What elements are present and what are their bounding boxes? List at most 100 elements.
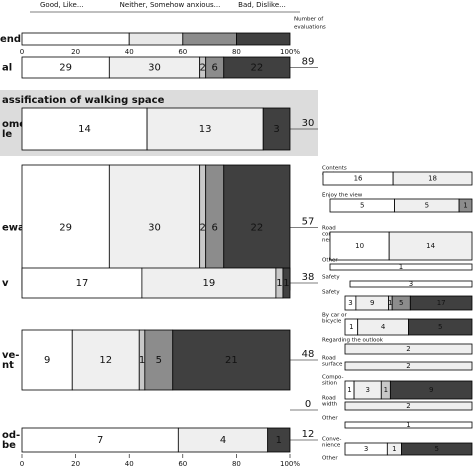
bar-segment [21,427,179,453]
detail-label: Safety [322,290,340,296]
bar-segment [458,198,473,213]
bar-segment [262,107,291,151]
segment-label: 14 [78,124,91,135]
bar-segment [141,267,277,299]
bar-segment [388,231,473,261]
segment-label: 7 [97,435,103,446]
x-tick-label: 60 [178,48,187,56]
segment-label: 5 [438,323,442,331]
segment-label: 9 [44,355,50,366]
detail-label: Other [322,456,338,462]
row-label: ve- [2,350,19,361]
segment-label: 30 [148,223,161,234]
bar-segment [21,267,143,299]
row-label: nt [2,360,14,371]
bar-segment [146,107,264,151]
x-tick-label: 80 [232,460,241,468]
segment-label: 1 [347,386,351,394]
detail-label: sition [322,381,337,387]
bar-segment [71,329,140,391]
bar-segment [172,329,291,391]
segment-label: 1 [399,263,403,271]
segment-label: 3 [409,280,413,288]
x-tick-label: 0 [20,48,24,56]
x-tick-label: 100% [280,460,300,468]
segment-label: 21 [225,355,238,366]
segment-label: 3 [365,386,369,394]
segment-label: 22 [251,223,264,234]
legend-swatch [128,32,184,46]
bar-segment [344,421,473,429]
legend-swatch [235,32,291,46]
x-tick-label: 0 [20,460,24,468]
legend-category: Good, Like... [40,1,84,9]
detail-label: Contents [322,166,347,172]
segment-label: 5 [434,445,438,453]
segment-label: 5 [360,202,364,210]
row-total: 38 [302,272,315,283]
segment-label: 1 [276,278,282,289]
segment-label: 3 [364,445,368,453]
detail-label: Compo- [322,375,344,381]
x-tick-label: 20 [71,460,80,468]
segment-label: 1 [463,202,467,210]
row-label: od- [2,430,20,441]
segment-label: 4 [381,323,386,331]
segment-label: 1 [349,323,353,331]
bar-segment [344,401,473,411]
segment-label: 2 [406,402,410,410]
row-label: v [2,278,9,289]
segment-label: 3 [273,124,279,135]
segment-label: 19 [203,278,216,289]
segment-label: 13 [199,124,212,135]
detail-label: Regarding the outlook [322,338,384,344]
segment-label: 17 [76,278,89,289]
legend-swatch [21,32,130,46]
segment-label: 2 [199,223,205,234]
segment-label: 1 [283,278,289,289]
detail-label: nience [322,443,341,449]
segment-label: 1 [276,435,282,446]
detail-label: Other [322,416,338,422]
segment-label: 6 [212,223,218,234]
segment-label: 9 [370,299,374,307]
detail-label: surface [322,362,343,368]
bar-segment [144,329,174,391]
segment-label: 14 [426,242,435,250]
bar-segment [21,107,148,151]
detail-label: width [322,402,338,408]
legend-category: Bad, Dislike... [238,1,286,9]
legend-category: Neither, Somehow anxious... [120,1,221,9]
segment-label: 1 [392,445,396,453]
segment-label: 29 [59,223,72,234]
bar-segment [344,343,473,355]
legend-count-label: Number of [294,17,324,23]
x-tick-label: 80 [232,48,241,56]
row-total: 30 [302,118,315,129]
segment-label: 2 [406,345,410,353]
x-tick-label: 20 [71,48,80,56]
segment-label: 10 [355,242,364,250]
segment-label: 6 [212,63,218,74]
x-tick-label: 40 [125,48,134,56]
segment-label: 5 [399,299,403,307]
segment-label: 1 [139,355,145,366]
segment-label: 30 [148,63,161,74]
detail-label: Road [322,356,336,362]
segment-label: 17 [437,299,446,307]
bar-segment [408,318,473,336]
bar-segment [392,171,473,186]
segment-label: 12 [99,355,112,366]
segment-label: 1 [406,421,410,429]
segment-label: 5 [425,202,429,210]
legend-swatch [182,32,237,46]
row-label: ewalk [2,223,35,234]
segment-label: 2 [199,63,205,74]
x-tick-label: 100% [280,48,300,56]
legend-count-label: evaluations [294,25,326,31]
detail-label: bicycle [322,319,342,325]
detail-label: Safety [322,275,340,281]
detail-label: Conve- [322,437,341,443]
detail-label: Road [322,396,336,402]
